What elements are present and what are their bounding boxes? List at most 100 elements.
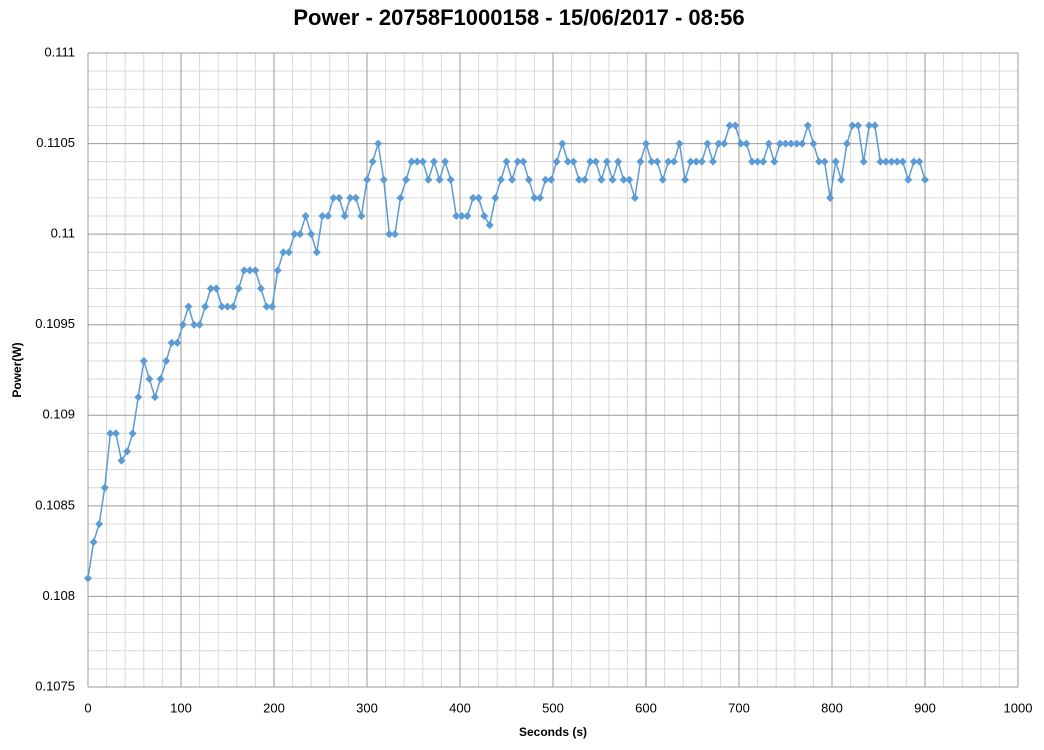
point: [893, 157, 902, 166]
point: [653, 157, 662, 166]
point: [703, 139, 712, 148]
point: [736, 139, 745, 148]
point: [145, 375, 154, 384]
point: [184, 302, 193, 311]
point: [608, 175, 617, 184]
point: [731, 121, 740, 130]
point: [279, 248, 288, 257]
point: [111, 429, 120, 438]
point: [854, 121, 863, 130]
point: [190, 320, 199, 329]
point: [474, 193, 483, 202]
point: [619, 175, 628, 184]
point: [117, 456, 126, 465]
point: [485, 221, 494, 230]
point: [178, 320, 187, 329]
point: [407, 157, 416, 166]
point: [591, 157, 600, 166]
point: [396, 193, 405, 202]
point: [363, 175, 371, 184]
point: [452, 212, 461, 221]
point: [580, 175, 589, 184]
y-tick-label: 0.1095: [35, 316, 75, 331]
point: [697, 157, 706, 166]
point: [173, 338, 182, 347]
point: [708, 157, 717, 166]
point: [245, 266, 254, 275]
point: [881, 157, 890, 166]
point: [630, 193, 639, 202]
point: [859, 157, 868, 166]
point: [329, 193, 338, 202]
y-tick-label: 0.1085: [35, 497, 75, 512]
point: [201, 302, 210, 311]
point: [290, 230, 299, 239]
point: [569, 157, 578, 166]
point: [625, 175, 634, 184]
point: [837, 175, 846, 184]
point: [848, 121, 857, 130]
chart-title: Power - 20758F1000158 - 15/06/2017 - 08:…: [293, 5, 744, 30]
point: [256, 284, 265, 293]
point: [597, 175, 606, 184]
point: [441, 157, 450, 166]
point: [357, 212, 366, 221]
point: [268, 302, 277, 311]
point: [84, 574, 92, 583]
point: [770, 157, 779, 166]
point: [106, 429, 115, 438]
point: [491, 193, 500, 202]
point: [904, 175, 913, 184]
point: [162, 356, 171, 365]
point: [480, 212, 489, 221]
point: [212, 284, 221, 293]
y-tick-label: 0.109: [42, 407, 75, 422]
y-tick-label: 0.111: [44, 44, 75, 59]
point: [240, 266, 249, 275]
y-tick-label: 0.1075: [35, 678, 75, 693]
point: [134, 393, 143, 402]
point: [642, 139, 650, 148]
point: [586, 157, 595, 166]
point: [429, 157, 438, 166]
point: [273, 266, 282, 275]
point: [323, 212, 332, 221]
point: [915, 157, 924, 166]
point: [814, 157, 823, 166]
plot: [84, 121, 929, 583]
x-tick-label: 0: [84, 700, 91, 715]
point: [725, 121, 734, 130]
point: [524, 175, 533, 184]
point: [865, 121, 874, 130]
point: [351, 193, 360, 202]
point: [123, 447, 132, 456]
point: [759, 157, 768, 166]
point: [563, 157, 572, 166]
point: [909, 157, 918, 166]
point: [636, 157, 645, 166]
point: [463, 212, 472, 221]
point: [781, 139, 790, 148]
point: [296, 230, 305, 239]
x-tick-label: 800: [821, 700, 843, 715]
point: [792, 139, 801, 148]
point: [139, 356, 148, 365]
point: [558, 139, 567, 148]
point: [390, 230, 399, 239]
y-axis-title: Power(W): [10, 342, 24, 397]
point: [675, 139, 684, 148]
x-tick-label: 1000: [1004, 700, 1033, 715]
point: [602, 157, 611, 166]
point: [262, 302, 271, 311]
x-tick-label: 600: [635, 700, 657, 715]
point: [775, 139, 784, 148]
point: [513, 157, 522, 166]
point: [312, 248, 321, 257]
x-axis-title: Seconds (s): [519, 725, 587, 739]
point: [720, 139, 729, 148]
point: [842, 139, 851, 148]
point: [457, 212, 466, 221]
y-tick-label: 0.1105: [36, 135, 75, 150]
x-tick-label: 100: [170, 700, 192, 715]
point: [519, 157, 528, 166]
